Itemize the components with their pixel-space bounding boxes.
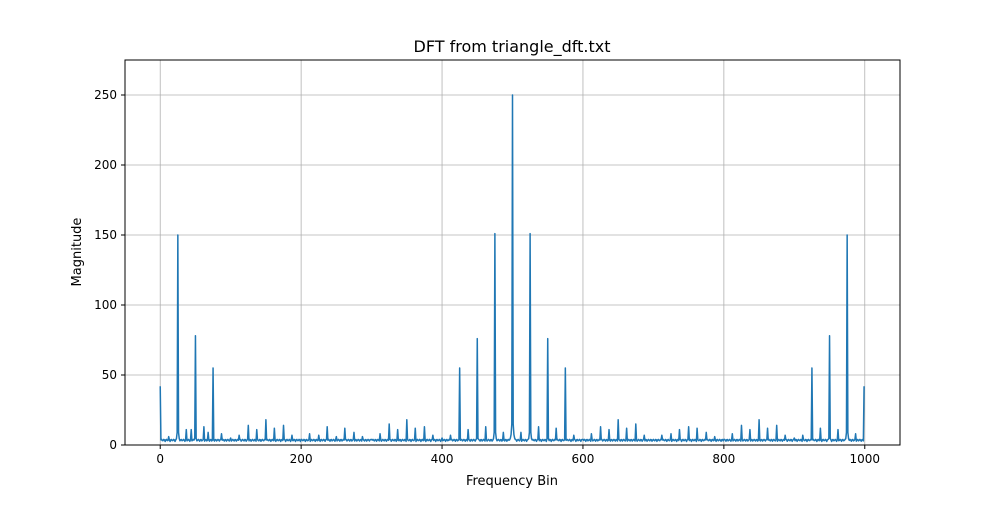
y-tick-label: 150 bbox=[94, 228, 117, 242]
series-layer bbox=[159, 94, 865, 443]
x-tick-label: 400 bbox=[431, 452, 454, 466]
ticks: 0 200 400 600 800 1000 0 50 100 150 200 250 bbox=[94, 88, 880, 466]
y-tick-label: 0 bbox=[109, 438, 117, 452]
y-tick-label: 100 bbox=[94, 298, 117, 312]
chart-title: DFT from triangle_dft.txt bbox=[414, 37, 611, 57]
x-axis-label: Frequency Bin bbox=[466, 474, 558, 489]
y-axis-label: Magnitude bbox=[70, 218, 85, 287]
x-tick-label: 0 bbox=[156, 452, 164, 466]
axes-frame bbox=[124, 59, 901, 446]
y-tick-label: 200 bbox=[94, 158, 117, 172]
x-tick-label: 200 bbox=[290, 452, 313, 466]
x-tick-label: 1000 bbox=[849, 452, 880, 466]
magnitude-series-line bbox=[159, 94, 865, 443]
x-tick-label: 800 bbox=[712, 452, 735, 466]
x-tick-label: 600 bbox=[572, 452, 595, 466]
y-tick-label: 50 bbox=[102, 368, 117, 382]
y-tick-label: 250 bbox=[94, 88, 117, 102]
